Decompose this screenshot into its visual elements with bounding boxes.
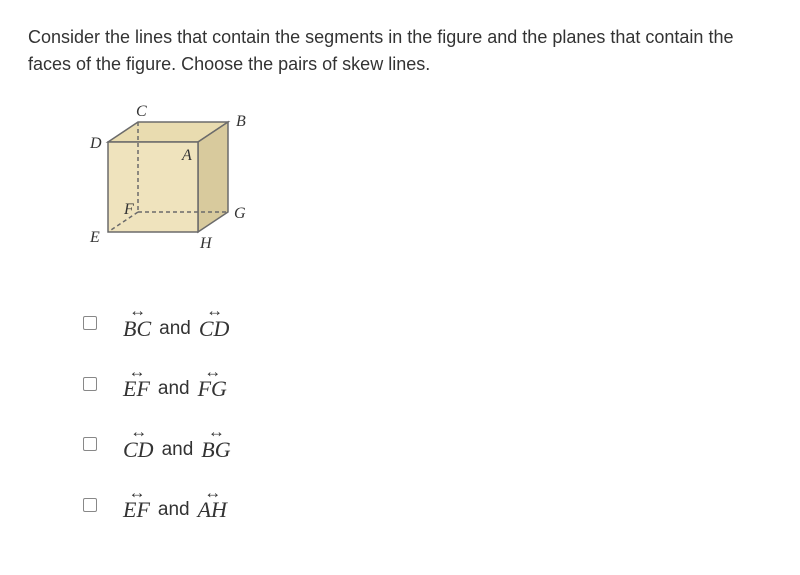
and-word: and	[159, 318, 191, 340]
and-word: and	[158, 499, 190, 521]
cube-svg: C B D A F G E H	[68, 102, 278, 272]
option-text: ↔CD and ↔BG	[123, 428, 231, 461]
and-word: and	[162, 439, 194, 461]
line-symbol: ↔AH	[198, 489, 227, 522]
svg-text:D: D	[89, 135, 102, 152]
option-row: ↔CD and ↔BG	[83, 428, 772, 461]
line-symbol: ↔BG	[201, 428, 230, 461]
option-text: ↔EF and ↔FG	[123, 368, 227, 401]
line-symbol: ↔BC	[123, 307, 151, 340]
svg-text:E: E	[89, 229, 100, 246]
option-text: ↔EF and ↔AH	[123, 489, 227, 522]
checkbox[interactable]	[83, 377, 97, 391]
checkbox[interactable]	[83, 498, 97, 512]
svg-text:G: G	[234, 205, 246, 222]
and-word: and	[158, 378, 190, 400]
question-text: Consider the lines that contain the segm…	[28, 24, 772, 78]
line-symbol: ↔CD	[199, 307, 230, 340]
cube-figure: C B D A F G E H	[68, 102, 772, 277]
option-row: ↔EF and ↔AH	[83, 489, 772, 522]
svg-text:C: C	[136, 103, 147, 120]
line-symbol: ↔EF	[123, 368, 150, 401]
option-row: ↔BC and ↔CD	[83, 307, 772, 340]
svg-text:H: H	[199, 235, 213, 252]
svg-text:B: B	[236, 113, 246, 130]
option-text: ↔BC and ↔CD	[123, 307, 229, 340]
options-list: ↔BC and ↔CD ↔EF and ↔FG ↔CD and ↔BG ↔EF and…	[83, 307, 772, 521]
line-symbol: ↔EF	[123, 489, 150, 522]
option-row: ↔EF and ↔FG	[83, 368, 772, 401]
line-symbol: ↔FG	[198, 368, 227, 401]
svg-text:F: F	[123, 201, 134, 218]
svg-text:A: A	[181, 147, 192, 164]
checkbox[interactable]	[83, 316, 97, 330]
checkbox[interactable]	[83, 437, 97, 451]
line-symbol: ↔CD	[123, 428, 154, 461]
